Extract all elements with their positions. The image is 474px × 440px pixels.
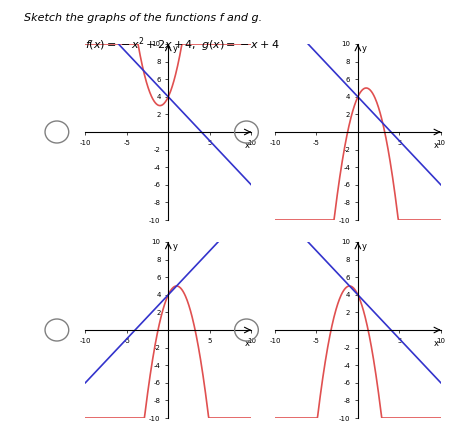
Text: $f(x) = -x^2 + 2x + 4,\ g(x) = -x + 4$: $f(x) = -x^2 + 2x + 4,\ g(x) = -x + 4$ [85,35,280,54]
Text: x: x [434,141,439,150]
Text: Sketch the graphs of the functions f and g.: Sketch the graphs of the functions f and… [24,13,262,23]
Text: y: y [362,44,367,53]
Text: x: x [245,141,250,150]
Text: y: y [173,242,177,251]
Text: x: x [245,339,250,348]
Text: y: y [173,44,177,53]
Text: y: y [362,242,367,251]
Text: x: x [434,339,439,348]
